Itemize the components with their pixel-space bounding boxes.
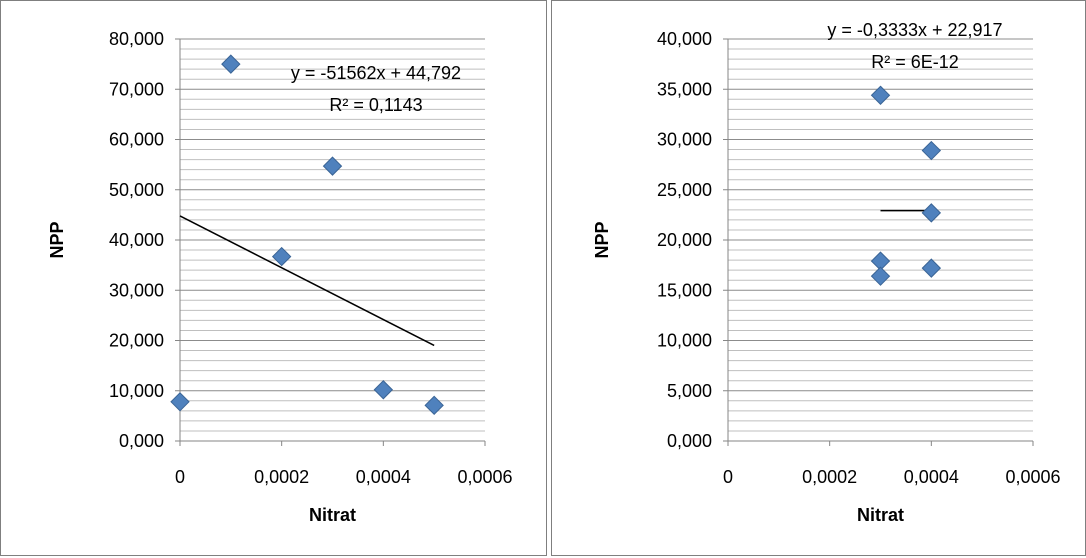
chart-left: 0,000 10,000 20,000 30,000 40,000 50,000 60,00… <box>47 29 513 525</box>
data-point <box>424 395 444 416</box>
y-tick-label: 80,000 <box>109 29 164 49</box>
data-point <box>221 54 241 74</box>
r-squared-label: R² = 0,1143 <box>329 95 422 115</box>
data-point <box>170 392 190 412</box>
y-tick-label: 60,000 <box>109 130 164 150</box>
data-point <box>870 85 891 105</box>
x-tick-label: 0,0006 <box>1005 467 1060 487</box>
data-point <box>870 266 891 286</box>
y-tick-label: 30,000 <box>109 280 164 300</box>
y-tick-label: 10,000 <box>657 331 712 351</box>
y-tick-label: 50,000 <box>109 180 164 200</box>
y-axis-title: NPP <box>592 221 612 258</box>
y-tick-label: 20,000 <box>657 230 712 250</box>
x-tick-label: 0,0004 <box>356 467 411 487</box>
y-tick-label: 5,000 <box>667 381 712 401</box>
trendline-equation: y = -0,3333x + 22,917 <box>827 20 1002 40</box>
trendline <box>179 215 435 347</box>
data-point <box>921 140 942 161</box>
data-point <box>921 203 942 223</box>
y-tick-label: 0,000 <box>667 431 712 451</box>
x-tick-label: 0,0004 <box>904 467 959 487</box>
trendline-equation: y = -51562x + 44,792 <box>291 63 461 83</box>
y-tick-label: 0,000 <box>119 431 164 451</box>
y-axis-title: NPP <box>47 221 67 258</box>
chart-panel-right: 0,000 5,000 10,000 15,000 20,000 25,000 30,000… <box>551 0 1086 556</box>
x-tick-label: 0,0002 <box>802 467 857 487</box>
y-tick-label: 20,000 <box>109 331 164 351</box>
x-tick-label: 0 <box>723 467 733 487</box>
panel-divider <box>547 0 551 558</box>
data-point <box>271 246 292 267</box>
y-tick-label: 35,000 <box>657 79 712 99</box>
y-tick-label: 15,000 <box>657 280 712 300</box>
chart-panel-left: 0,000 10,000 20,000 30,000 40,000 50,000 60,00… <box>0 0 547 556</box>
x-tick-label: 0,0002 <box>254 467 309 487</box>
y-tick-label: 10,000 <box>109 381 164 401</box>
x-axis-title: Nitrat <box>309 505 356 525</box>
y-tick-label: 40,000 <box>657 29 712 49</box>
chart-right: 0,000 5,000 10,000 15,000 20,000 25,000 30,000… <box>592 20 1061 525</box>
y-tick-label: 25,000 <box>657 180 712 200</box>
y-tick-label: 30,000 <box>657 130 712 150</box>
data-point <box>921 258 942 278</box>
x-axis-title: Nitrat <box>857 505 904 525</box>
data-point <box>322 156 343 176</box>
x-tick-label: 0,0006 <box>457 467 512 487</box>
y-tick-label: 40,000 <box>109 230 164 250</box>
y-tick-label: 70,000 <box>109 79 164 99</box>
r-squared-label: R² = 6E-12 <box>871 52 959 72</box>
data-point <box>373 380 394 400</box>
x-tick-label: 0 <box>175 467 185 487</box>
